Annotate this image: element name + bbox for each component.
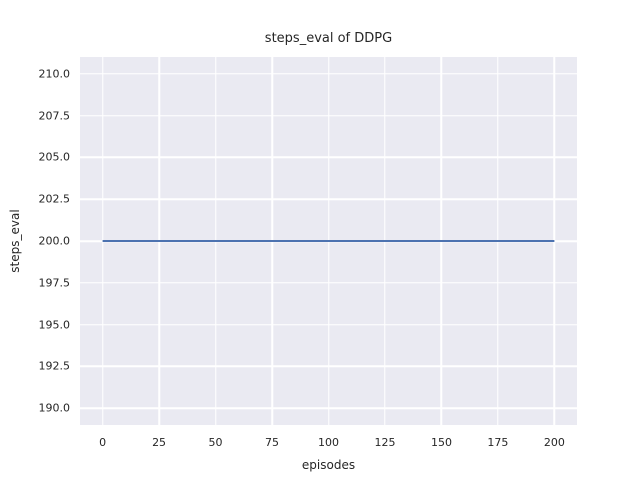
- y-tick-label: 207.5: [38, 109, 71, 123]
- y-tick-label: 190.0: [38, 401, 71, 415]
- gridline-horizontal: [80, 72, 577, 75]
- gridline-horizontal: [80, 365, 577, 368]
- gridline-horizontal: [80, 282, 577, 284]
- chart-title: steps_eval of DDPG: [264, 31, 393, 46]
- y-tick-label: 197.5: [38, 276, 71, 290]
- y-tick-label: 192.5: [38, 359, 71, 373]
- y-tick-label: 195.0: [38, 318, 71, 332]
- gridline-horizontal: [80, 198, 577, 200]
- gridline-horizontal: [80, 323, 577, 326]
- line-series-layer: [80, 57, 577, 425]
- x-tick-label: 0: [99, 436, 107, 449]
- y-tick-label: 210.0: [38, 67, 71, 81]
- gridline-horizontal: [80, 407, 577, 410]
- x-tick-label: 75: [265, 436, 280, 449]
- gridline-horizontal: [80, 156, 577, 159]
- x-axis-label: episodes: [301, 458, 356, 472]
- x-tick-label: 50: [208, 436, 223, 449]
- y-tick-label: 200.0: [38, 234, 71, 248]
- y-tick-label: 205.0: [38, 150, 71, 164]
- y-tick-label: 202.5: [38, 192, 71, 206]
- gridline-horizontal: [80, 114, 577, 117]
- x-tick-label: 25: [152, 436, 167, 449]
- plot-area: [80, 57, 577, 425]
- x-tick-label: 175: [487, 436, 509, 449]
- x-tick-label: 200: [543, 436, 565, 449]
- x-tick-label: 100: [318, 436, 339, 449]
- x-tick-label: 150: [430, 436, 452, 449]
- x-tick-label: 125: [374, 436, 396, 449]
